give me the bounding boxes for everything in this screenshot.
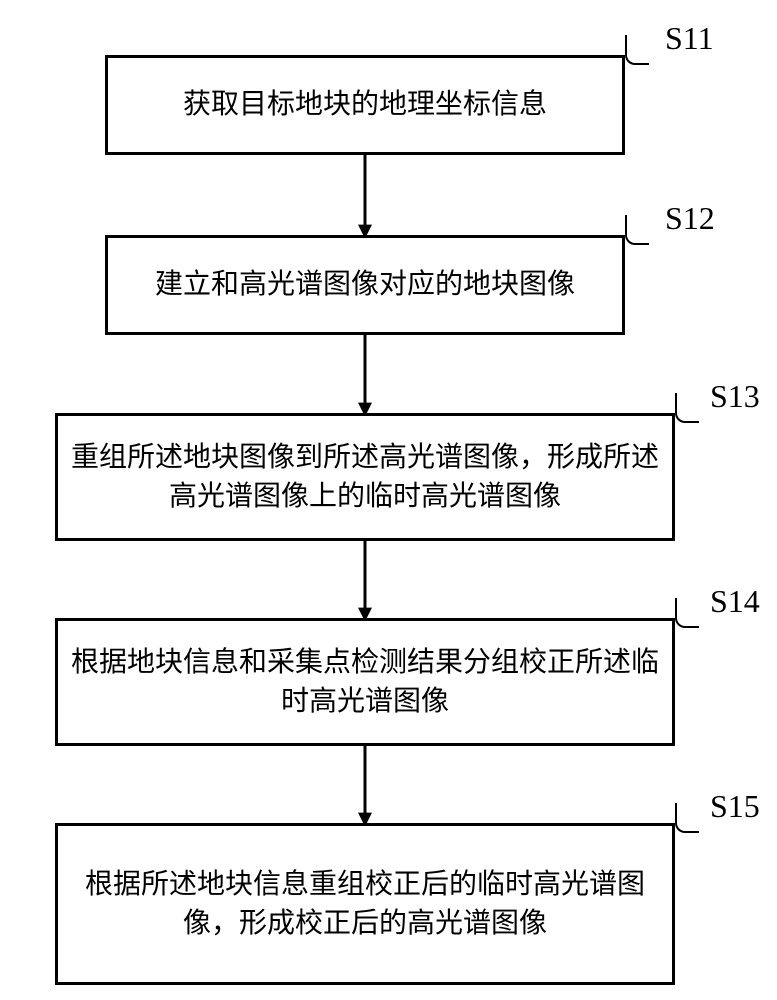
step-tick-s15 (675, 803, 699, 833)
flow-node-s11: 获取目标地块的地理坐标信息 (105, 55, 625, 155)
step-label-s14: S14 (710, 583, 760, 620)
step-label-s13: S13 (710, 378, 760, 415)
step-tick-s12 (625, 215, 649, 245)
step-tick-s11 (625, 35, 649, 65)
step-tick-s13 (675, 393, 699, 423)
step-label-s15: S15 (710, 788, 760, 825)
step-label-s12: S12 (665, 200, 715, 237)
flow-node-s12: 建立和高光谱图像对应的地块图像 (105, 235, 625, 335)
flow-node-s15: 根据所述地块信息重组校正后的临时高光谱图像，形成校正后的高光谱图像 (55, 823, 675, 985)
step-label-s11: S11 (665, 20, 714, 57)
flow-node-s13: 重组所述地块图像到所述高光谱图像，形成所述高光谱图像上的临时高光谱图像 (55, 413, 675, 541)
flow-node-s14: 根据地块信息和采集点检测结果分组校正所述临时高光谱图像 (55, 618, 675, 746)
flowchart-canvas: 获取目标地块的地理坐标信息建立和高光谱图像对应的地块图像重组所述地块图像到所述高… (0, 0, 777, 1000)
step-tick-s14 (675, 598, 699, 628)
